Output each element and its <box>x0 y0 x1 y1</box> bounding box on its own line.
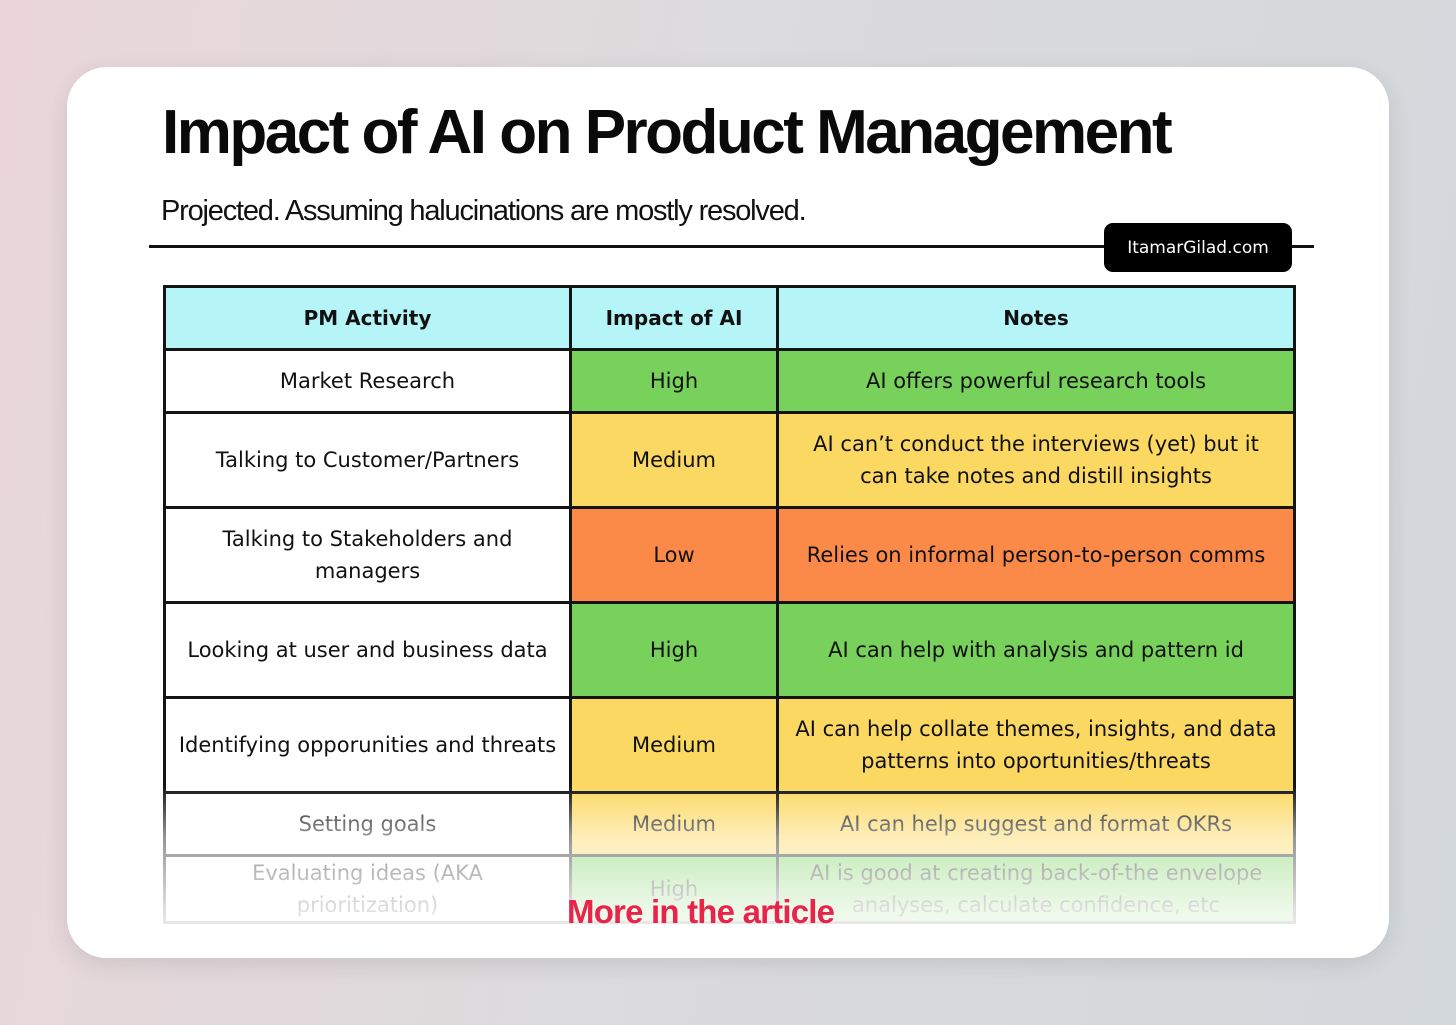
activity-cell: Identifying opporunities and threats <box>163 696 572 794</box>
impact-cell: High <box>569 601 779 699</box>
more-in-article-link[interactable]: More in the article <box>567 893 835 930</box>
page-subtitle: Projected. Assuming halucinations are mo… <box>161 195 807 227</box>
notes-cell: Relies on informal person-to-person comm… <box>776 506 1296 604</box>
table-header-row: PM Activity Impact of AI Notes <box>163 285 1296 351</box>
activity-cell: Looking at user and business data <box>163 601 572 699</box>
activity-cell: Talking to Customer/Partners <box>163 411 572 509</box>
impact-table: PM Activity Impact of AI Notes Market Re… <box>163 285 1296 924</box>
activity-cell: Market Research <box>163 348 572 414</box>
activity-cell: Evaluating ideas (AKA prioritization) <box>163 854 572 924</box>
impact-cell: Medium <box>569 696 779 794</box>
table-row: Talking to Stakeholders and managers Low… <box>163 506 1296 604</box>
title-divider <box>149 245 1314 248</box>
column-header-activity: PM Activity <box>163 285 572 351</box>
column-header-impact: Impact of AI <box>569 285 779 351</box>
notes-cell: AI can help collate themes, insights, an… <box>776 696 1296 794</box>
impact-cell: Medium <box>569 791 779 857</box>
impact-cell: High <box>569 348 779 414</box>
impact-cell: Low <box>569 506 779 604</box>
notes-cell: AI can help with analysis and pattern id <box>776 601 1296 699</box>
column-header-notes: Notes <box>776 285 1296 351</box>
activity-cell: Talking to Stakeholders and managers <box>163 506 572 604</box>
activity-cell: Setting goals <box>163 791 572 857</box>
notes-cell: AI is good at creating back-of-the envel… <box>776 854 1296 924</box>
notes-cell: AI can’t conduct the interviews (yet) bu… <box>776 411 1296 509</box>
table-row: Market Research High AI offers powerful … <box>163 348 1296 414</box>
infographic-card: Impact of AI on Product Management Proje… <box>67 67 1389 958</box>
table-row: Talking to Customer/Partners Medium AI c… <box>163 411 1296 509</box>
notes-cell: AI can help suggest and format OKRs <box>776 791 1296 857</box>
table-row: Identifying opporunities and threats Med… <box>163 696 1296 794</box>
table-row: Looking at user and business data High A… <box>163 601 1296 699</box>
table-row: Setting goals Medium AI can help suggest… <box>163 791 1296 857</box>
notes-cell: AI offers powerful research tools <box>776 348 1296 414</box>
source-badge: ItamarGilad.com <box>1104 223 1292 272</box>
page-title: Impact of AI on Product Management <box>162 98 1173 167</box>
impact-cell: Medium <box>569 411 779 509</box>
